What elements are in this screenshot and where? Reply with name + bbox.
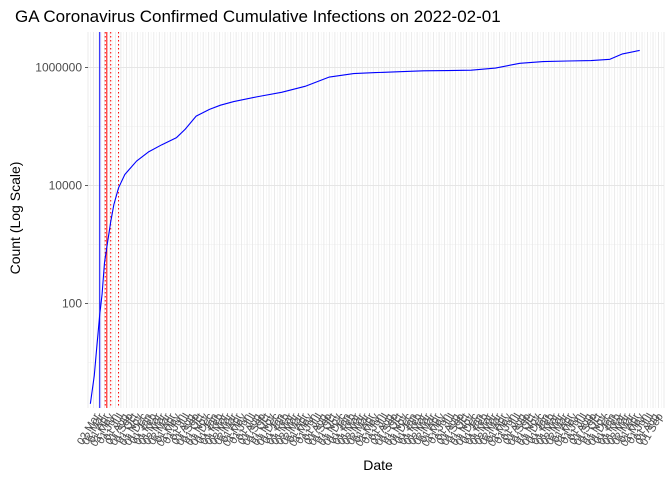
reference-lines — [99, 32, 120, 408]
y-tick-label: 1000000 — [35, 61, 82, 75]
y-axis-ticks: 100 10000 1000000 — [35, 61, 88, 311]
y-axis-title: Count (Log Scale) — [7, 162, 23, 275]
series-line — [89, 49, 640, 404]
y-tick-label: 100 — [62, 297, 82, 311]
y-tick-label: 10000 — [49, 179, 83, 193]
x-axis-title: Date — [363, 457, 393, 473]
chart-title: GA Coronavirus Confirmed Cumulative Infe… — [15, 7, 501, 26]
major-gridlines — [87, 32, 665, 408]
series-layer — [89, 49, 640, 404]
